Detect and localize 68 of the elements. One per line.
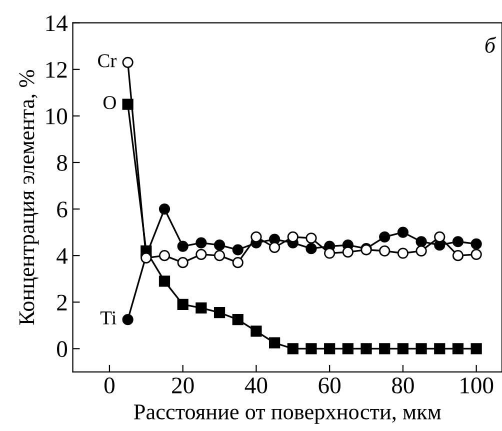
point (214, 307, 226, 318)
y-tick-label: 12 (46, 62, 67, 78)
series-label: Ti (100, 311, 116, 324)
point (122, 314, 134, 326)
point (470, 343, 482, 354)
point (397, 343, 409, 354)
point (250, 231, 262, 243)
y-tick-label: 8 (57, 154, 68, 171)
point (342, 246, 354, 258)
y-axis-title: Концентрация элемента, % (19, 70, 39, 325)
point (324, 248, 336, 259)
point (214, 240, 226, 251)
point (452, 343, 464, 354)
y-tick-label: 4 (56, 248, 68, 264)
point (470, 248, 482, 260)
point (470, 238, 482, 250)
point (232, 244, 244, 256)
point (177, 298, 188, 310)
x-tick-label: 100 (460, 377, 494, 394)
y-tick-label: 0 (57, 341, 68, 358)
y-tick-label: 14 (46, 15, 68, 32)
point (324, 343, 336, 354)
point (232, 314, 244, 326)
point (250, 326, 262, 337)
point (158, 250, 170, 262)
x-tick-label: 40 (244, 377, 268, 394)
point (397, 248, 409, 259)
series-label: O (103, 96, 116, 110)
point (434, 343, 446, 354)
point (269, 337, 280, 348)
point (196, 248, 207, 260)
point (397, 226, 409, 238)
point (379, 231, 390, 243)
point (269, 242, 280, 253)
y-tick-label: 6 (57, 202, 68, 218)
annotation: б (485, 36, 496, 53)
point (434, 231, 446, 243)
x-tick-label: 20 (172, 377, 194, 394)
series-label: Cr (98, 54, 117, 68)
point (416, 343, 427, 354)
x-tick-label: 60 (318, 377, 340, 394)
x-axis-title: Расстояние от поверхности, мкм (134, 404, 441, 424)
y-tick-label: 2 (57, 294, 67, 310)
x-tick-label: 0 (104, 377, 114, 394)
point (177, 257, 188, 268)
point (379, 245, 390, 256)
point (379, 343, 390, 354)
point (287, 343, 298, 354)
point (416, 236, 427, 248)
point (416, 245, 427, 256)
point (158, 203, 170, 215)
point (452, 250, 464, 262)
point (306, 232, 317, 244)
point (177, 240, 188, 252)
point (214, 250, 226, 262)
point (360, 343, 372, 354)
y-tick-label: 10 (46, 108, 68, 124)
point (158, 276, 170, 287)
point (306, 343, 317, 354)
point (122, 56, 134, 68)
point (342, 343, 354, 354)
point (452, 236, 464, 248)
point (196, 237, 207, 248)
x-tick-label: 80 (392, 377, 414, 394)
point (196, 302, 207, 314)
point (287, 231, 298, 243)
point (232, 257, 244, 268)
point (306, 243, 317, 254)
